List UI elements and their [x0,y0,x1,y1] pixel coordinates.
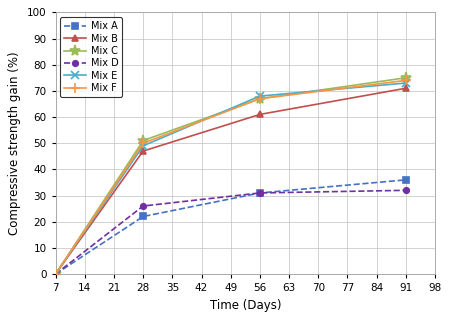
Mix D [257,191,263,195]
Mix F [257,97,263,100]
Line: Mix D: Mix D [53,188,409,277]
Mix C [257,97,263,100]
Mix E [257,94,263,98]
Line: Mix E: Mix E [51,79,410,278]
Mix C [53,272,58,276]
Mix E [53,272,58,276]
Mix A [140,215,146,219]
X-axis label: Time (Days): Time (Days) [210,299,281,312]
Mix D [140,204,146,208]
Mix A [403,178,409,182]
Mix F [53,272,58,276]
Legend: Mix A, Mix B, Mix C, Mix D, Mix E, Mix F: Mix A, Mix B, Mix C, Mix D, Mix E, Mix F [60,17,122,97]
Line: Mix F: Mix F [51,76,411,279]
Mix B [403,86,409,90]
Mix D [403,188,409,192]
Mix E [403,81,409,85]
Line: Mix A: Mix A [53,177,409,277]
Mix A [257,191,263,195]
Mix D [53,272,58,276]
Mix F [140,141,146,145]
Mix C [140,139,146,142]
Mix A [53,272,58,276]
Y-axis label: Compressive strength gain (%): Compressive strength gain (%) [9,52,21,235]
Mix C [403,76,409,80]
Mix B [257,113,263,116]
Mix F [403,78,409,82]
Line: Mix C: Mix C [50,72,411,280]
Line: Mix B: Mix B [52,85,410,277]
Mix B [53,272,58,276]
Mix E [140,144,146,148]
Mix B [140,149,146,153]
